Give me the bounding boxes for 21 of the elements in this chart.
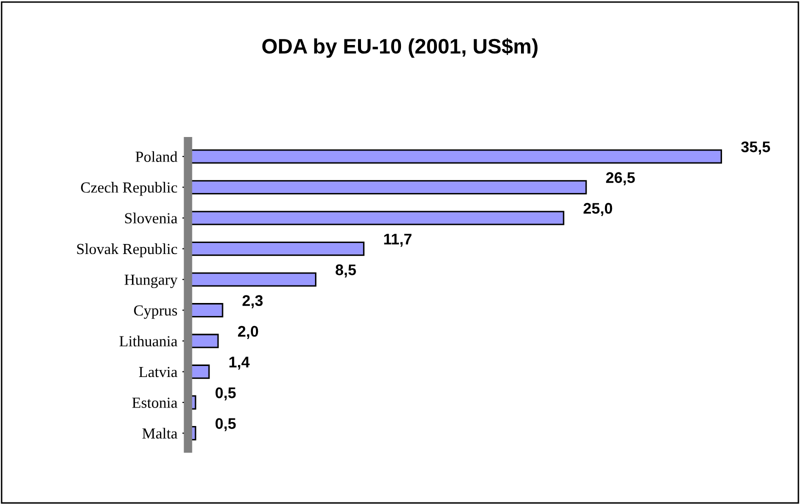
y-tick-label: Malta (142, 428, 178, 439)
y-tick-label: Estonia (132, 398, 178, 408)
chart-title: ODA by EU-10 (2001, US$m) (262, 38, 538, 58)
data-label: 11,7 (384, 234, 412, 247)
data-label: 25,0 (584, 202, 612, 216)
data-label: 35,5 (741, 141, 770, 154)
y-tick-label: Czech Republic (81, 182, 178, 196)
y-tick-label: Poland (136, 151, 178, 162)
data-label: 1,4 (229, 356, 250, 370)
y-tick-label: Hungary (124, 274, 178, 288)
data-label: 2,3 (242, 295, 263, 308)
data-label: 2,0 (238, 326, 258, 339)
data-label: 0,5 (216, 387, 236, 400)
y-tick-label: Latvia (139, 366, 178, 378)
data-label: 8,5 (336, 264, 356, 278)
y-tick-label: Slovenia (125, 212, 178, 224)
y-tick-label: Slovak Republic (77, 243, 178, 258)
y-tick-label: Lithuania (119, 336, 178, 346)
data-label: 0,5 (216, 418, 236, 432)
y-tick-label: Cyprus (134, 305, 178, 319)
data-label: 26,5 (606, 172, 635, 186)
